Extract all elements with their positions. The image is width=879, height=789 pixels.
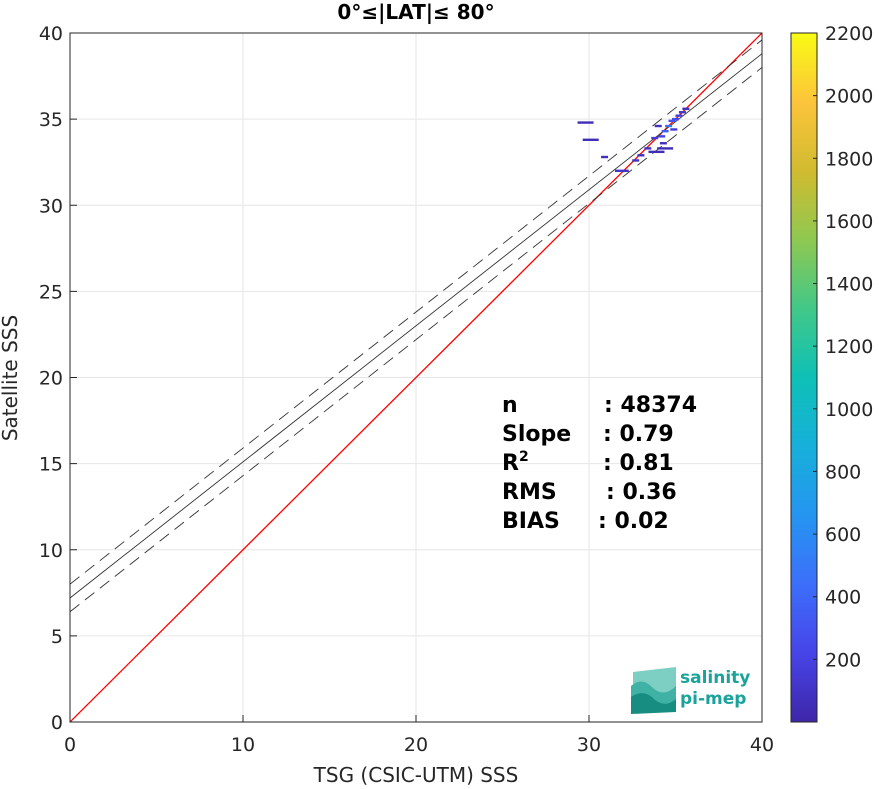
data-point [654, 124, 662, 128]
data-point [670, 128, 678, 131]
y-tick-label: 0 [51, 712, 63, 734]
colorbar-tick-label: 800 [825, 461, 861, 483]
fit-lower-line [70, 67, 762, 613]
data-point [672, 117, 679, 121]
data-point [582, 138, 599, 141]
y-axis-label: Satellite SSS [0, 315, 22, 441]
y-tick-label: 30 [39, 195, 63, 217]
stat-value: : 48374 [604, 393, 697, 418]
data-point [678, 111, 686, 114]
y-tick-label: 40 [39, 23, 63, 45]
stat-label: n [502, 393, 518, 418]
x-tick-label: 20 [404, 734, 428, 756]
y-tick-label: 5 [51, 626, 63, 648]
colorbar-tick-label: 600 [825, 524, 861, 546]
data-point [632, 159, 640, 162]
colorbar [790, 32, 818, 723]
stat-label: RMS [502, 480, 557, 505]
data-point [659, 142, 667, 145]
data-point [675, 114, 683, 117]
stat-label: Slope [502, 422, 571, 447]
data-point [651, 136, 659, 140]
logo-wave-icon [631, 667, 676, 714]
colorbar-tick-label: 1000 [825, 399, 873, 421]
data-point [644, 147, 652, 150]
colorbar-tick-label: 1600 [825, 211, 873, 233]
data-point [665, 124, 673, 128]
data-point [682, 107, 690, 110]
data-point [577, 121, 594, 124]
x-tick-label: 0 [64, 734, 76, 756]
stat-value: : 0.79 [603, 422, 674, 447]
y-tick-label: 25 [39, 281, 63, 303]
data-point [661, 129, 669, 133]
data-points [577, 107, 690, 172]
colorbar-tick-label: 200 [825, 649, 861, 671]
x-tick-label: 40 [750, 734, 774, 756]
data-point [614, 169, 622, 172]
fit-upper-line [70, 39, 762, 585]
y-tick-label: 35 [39, 109, 63, 131]
chart-title: 0°≤|LAT|≤ 80° [337, 0, 494, 24]
x-tick-labels: 0 10 20 30 40 [64, 715, 774, 756]
data-point [658, 135, 666, 138]
colorbar-tick-label: 1200 [825, 336, 873, 358]
colorbar-tick-label: 1400 [825, 274, 873, 296]
stat-value: : 0.36 [606, 480, 677, 505]
data-point [648, 150, 665, 154]
y-tick-label: 10 [39, 540, 63, 562]
y-tick-label: 15 [39, 454, 63, 476]
logo-line2: pi-mep [680, 689, 746, 709]
y-tick-labels: 0 5 10 15 20 25 30 35 40 [39, 23, 77, 734]
x-axis-label: TSG (CSIC-UTM) SSS [313, 763, 519, 787]
colorbar-tick-label: 2000 [825, 86, 873, 108]
data-point [601, 155, 609, 159]
x-tick-label: 10 [231, 734, 255, 756]
data-point [668, 119, 676, 123]
colorbar-tick-label: 400 [825, 587, 861, 609]
colorbar-tick-label: 1800 [825, 148, 873, 170]
data-point [657, 147, 674, 150]
data-point [621, 169, 629, 172]
y-tick-label: 20 [39, 368, 63, 390]
logo-line1: salinity [680, 668, 750, 688]
stat-value: : 0.02 [598, 509, 669, 534]
colorbar-ticks: 200 400 600 800 1000 1200 1400 1600 1800 2000 2200 [813, 23, 873, 671]
colorbar-tick-label: 2200 [825, 23, 873, 45]
salinity-pi-mep-logo: salinity pi-mep [631, 667, 750, 714]
stat-superscript: 2 [519, 449, 529, 465]
stat-label: BIAS [502, 509, 560, 534]
stat-value: : 0.81 [603, 451, 674, 476]
data-point [637, 154, 645, 157]
x-tick-label: 30 [577, 734, 601, 756]
fit-line [70, 53, 762, 599]
